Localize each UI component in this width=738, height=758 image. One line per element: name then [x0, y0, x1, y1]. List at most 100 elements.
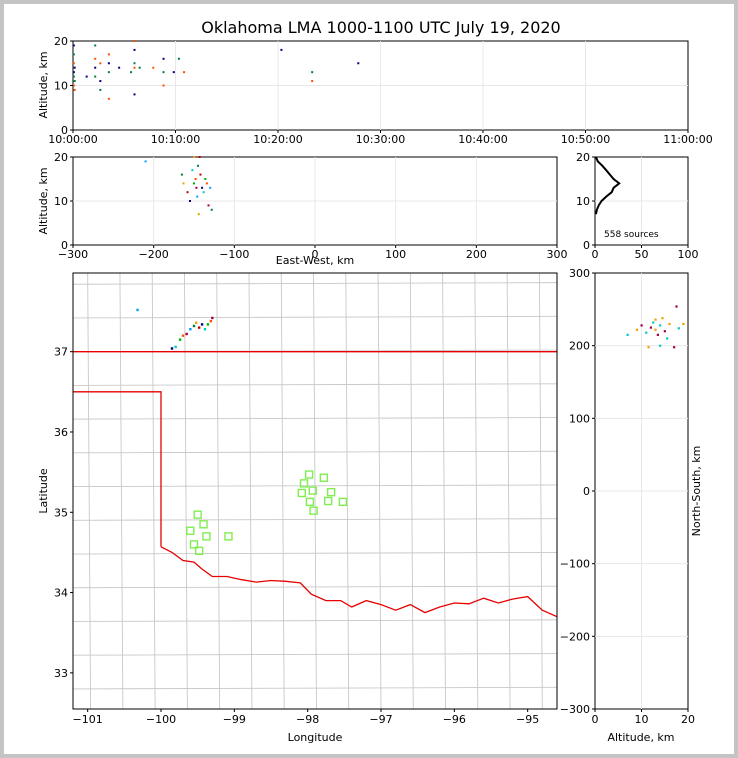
county-line: [345, 273, 350, 709]
source-point: [188, 200, 191, 202]
source-point: [656, 333, 659, 336]
source-point: [94, 75, 97, 78]
county-line: [119, 273, 124, 709]
source-point: [205, 182, 208, 185]
lma-station-marker: [299, 479, 309, 488]
source-point: [194, 178, 197, 180]
source-point: [677, 327, 680, 330]
source-point: [189, 328, 192, 331]
lma-station-marker: [304, 470, 314, 479]
source-point: [206, 323, 210, 326]
altitude-tick-label: 20: [681, 713, 695, 726]
source-count-label: 558 sources: [604, 230, 659, 240]
altitude-xlabel: Altitude, km: [607, 731, 674, 744]
northsouth-tick-label: 300: [569, 267, 590, 280]
source-point: [210, 208, 213, 211]
source-point: [682, 322, 685, 326]
source-point: [144, 160, 147, 163]
county-line: [377, 273, 382, 709]
source-point: [99, 88, 102, 91]
lma-station-marker: [199, 520, 208, 529]
county-line: [73, 585, 557, 589]
source-point: [162, 84, 165, 87]
altitude-eastwest-panel: −300 −200 −100 0 100 200 300 0 10 20 Altitude, km…: [37, 151, 568, 267]
source-point: [133, 93, 136, 96]
source-point: [649, 326, 652, 329]
source-point: [201, 186, 204, 189]
source-point: [668, 322, 671, 326]
latitude-tick-label: 37: [54, 346, 68, 359]
source-point: [94, 57, 97, 60]
county-line: [506, 273, 511, 709]
source-point: [195, 321, 198, 324]
source-point: [170, 347, 174, 350]
source-point: [172, 71, 175, 74]
source-point: [654, 318, 657, 321]
source-point: [193, 182, 195, 185]
source-point: [174, 345, 177, 349]
source-point: [185, 332, 188, 336]
latitude-tick-label: 36: [54, 426, 68, 439]
source-point: [72, 84, 75, 87]
altitude-eastwest-ylabel: Altitude, km: [37, 167, 50, 234]
source-point: [99, 80, 102, 83]
time-tick-label: 10:30:00: [356, 133, 405, 146]
altitude-tick-label: 10: [54, 80, 68, 93]
source-point: [152, 66, 155, 69]
longitude-tick-label: −99: [223, 713, 246, 726]
eastwest-tick-label: 300: [547, 248, 568, 261]
lma-station-marker: [224, 532, 233, 541]
source-point: [635, 328, 639, 331]
source-point: [204, 178, 207, 180]
lma-station-marker: [338, 497, 348, 507]
lma-station-marker: [308, 486, 317, 495]
source-point: [107, 71, 110, 74]
lma-stations: [186, 470, 348, 556]
source-point: [193, 156, 195, 158]
northsouth-altitude-panel: 0 10 20 −300 −200 −100 0 100 200 300 North-South,…: [560, 267, 703, 744]
time-tick-label: 11:00:00: [663, 133, 712, 146]
source-point: [197, 213, 200, 216]
altitude-time-ylabel: Altitude, km: [37, 51, 50, 118]
source-point: [652, 321, 655, 324]
longitude-tick-label: −96: [443, 713, 466, 726]
eastwest-tick-label: 200: [466, 248, 487, 261]
altitude-tick-label: 0: [61, 239, 68, 252]
source-point: [647, 346, 650, 349]
time-tick-label: 10:20:00: [253, 133, 302, 146]
county-boundaries: [73, 273, 557, 709]
count-tick-label: 0: [592, 248, 599, 261]
histogram-grid: [595, 157, 688, 245]
source-point: [72, 75, 75, 78]
altitude-tick-label: 10: [635, 713, 649, 726]
source-point: [199, 173, 202, 176]
source-point: [659, 344, 662, 347]
source-point: [94, 66, 97, 69]
source-point: [72, 62, 75, 65]
time-tick-label: 10:50:00: [561, 133, 610, 146]
source-point: [183, 71, 186, 74]
longitude-label: Longitude: [288, 731, 343, 744]
source-point: [107, 53, 110, 56]
source-point: [198, 156, 201, 158]
source-point: [72, 71, 75, 74]
eastwest-tick-label: −100: [219, 248, 249, 261]
source-point: [663, 330, 666, 333]
northsouth-tick-label: 100: [569, 412, 590, 425]
latitude-tick-label: 34: [54, 587, 68, 600]
source-point: [211, 316, 214, 320]
altitude-tick-label: 20: [576, 151, 590, 164]
altitude-eastwest-grid: [73, 157, 557, 245]
map-frame: [72, 272, 558, 710]
time-tick-label: 10:10:00: [151, 133, 200, 146]
altitude-time-panel: 10:00:00 10:10:00 10:20:00 10:30:00 10:40:00…: [37, 35, 713, 146]
northsouth-altitude-sources: [626, 305, 685, 349]
source-point: [73, 80, 76, 83]
source-point: [640, 324, 643, 327]
county-line: [216, 273, 221, 709]
altitude-eastwest-ticks: −300 −200 −100 0 100 200 300 0 10 20: [54, 151, 568, 261]
source-point: [209, 319, 213, 323]
source-point: [311, 71, 314, 74]
source-point: [645, 331, 648, 334]
